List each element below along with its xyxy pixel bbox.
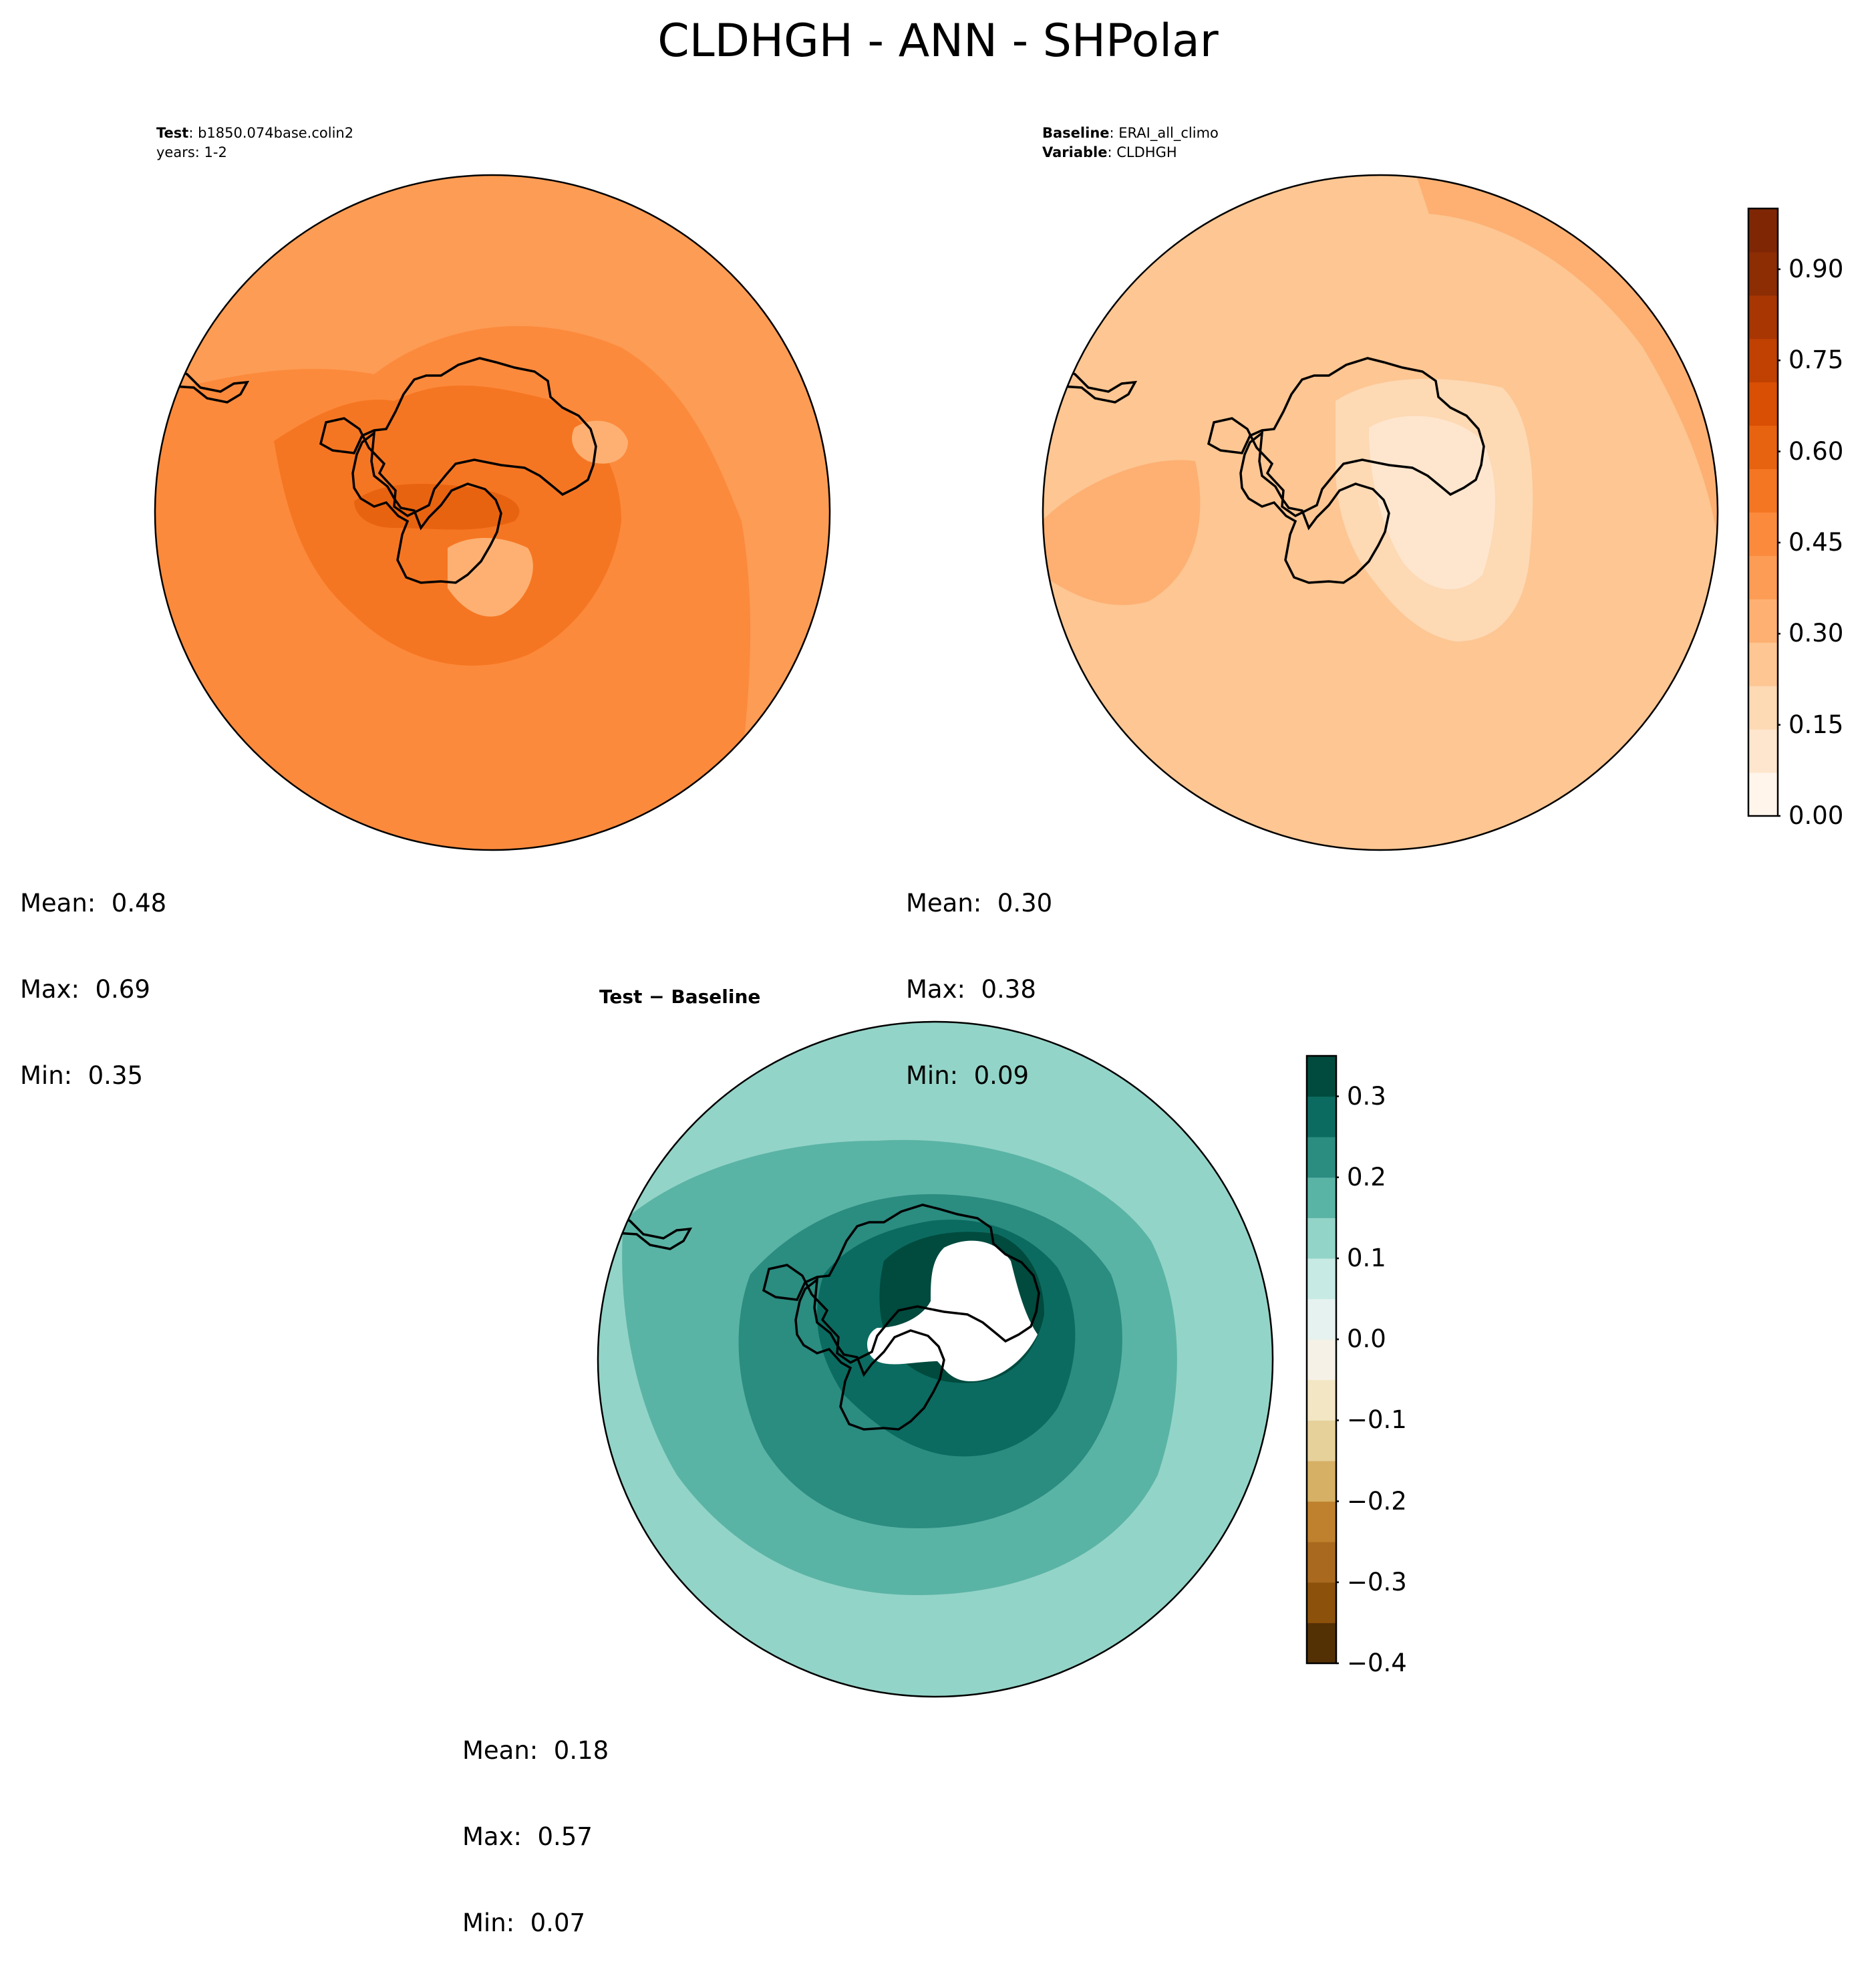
colorbar_diff-tick-label: 0.1	[1347, 1244, 1386, 1272]
colorbar_main-tick-label: 0.75	[1788, 345, 1844, 375]
baseline-min: Min: 0.09	[906, 1061, 1030, 1090]
test-map	[154, 174, 831, 851]
variable-value: CLDHGH	[1116, 144, 1177, 160]
colorbar_main-band	[1748, 425, 1778, 470]
colorbar_main-tick-label: 0.15	[1788, 710, 1844, 739]
colorbar_main-band	[1748, 686, 1778, 730]
diff-min: Min: 0.07	[462, 1909, 586, 1937]
colorbar_diff-tick-label: −0.4	[1347, 1649, 1407, 1677]
baseline-map-boundary	[1042, 174, 1719, 851]
colorbar-diff	[1305, 1055, 1339, 1665]
variable-label: Variable	[1042, 144, 1108, 160]
colorbar_diff-band	[1307, 1177, 1336, 1218]
colorbar_diff-tick-label: 0.0	[1347, 1324, 1386, 1354]
colorbar_diff-band	[1307, 1218, 1336, 1259]
colorbar_diff-tick-label: −0.2	[1347, 1486, 1407, 1516]
colorbar_main-border	[1747, 207, 1779, 817]
colorbar_main-band	[1748, 468, 1778, 513]
test-header-label: Test	[156, 125, 189, 141]
colorbar_diff-tick-label: 0.3	[1347, 1081, 1386, 1111]
colorbar_main-band	[1748, 599, 1778, 643]
baseline-max: Max: 0.38	[906, 975, 1036, 1004]
test-min: Min: 0.35	[20, 1061, 144, 1090]
colorbar_main-band	[1748, 773, 1778, 817]
colorbar_diff-band	[1307, 1461, 1336, 1502]
test-map-fill-light	[448, 538, 533, 617]
colorbar-diff-ticks: 0.3 0.2 0.1 0.0 −0.1 −0.2 −0.3 −0.4	[1339, 1055, 1432, 1676]
colorbar_diff-border	[1305, 1055, 1338, 1665]
test-years: years: 1-2	[156, 144, 227, 160]
diff-mean: Mean: 0.18	[462, 1736, 609, 1765]
colorbar_diff-tick-label: −0.3	[1347, 1567, 1407, 1596]
diff-max: Max: 0.57	[462, 1822, 593, 1851]
colorbar_diff-band	[1307, 1298, 1336, 1340]
colorbar_main-band	[1748, 555, 1778, 599]
baseline-map-fill-w	[1043, 460, 1201, 605]
baseline-header-label: Baseline	[1042, 125, 1110, 141]
diff-map	[597, 1020, 1274, 1698]
colorbar_main-band	[1748, 251, 1778, 296]
colorbar_diff-tick-label: 0.2	[1347, 1162, 1386, 1191]
colorbar_main-tick-label: 0.30	[1788, 619, 1844, 648]
figure-title: CLDHGH - ANN - SHPolar	[657, 15, 1219, 67]
colorbar_diff-band	[1307, 1542, 1336, 1583]
test-map-south-america	[155, 366, 250, 404]
colorbar_main-tick-label: 0.45	[1788, 527, 1844, 557]
diff-stats: Mean: 0.18 Max: 0.57 Min: 0.07	[462, 1679, 609, 1966]
colorbar_diff-band	[1307, 1420, 1336, 1461]
colorbar_diff-band	[1307, 1623, 1336, 1664]
colorbar_main-tick-label: 0.60	[1788, 436, 1844, 466]
test-max: Max: 0.69	[20, 975, 150, 1004]
colorbar_main-band	[1748, 338, 1778, 383]
test-map-fill-light2	[572, 420, 628, 464]
colorbar_diff-band	[1307, 1258, 1336, 1300]
diff-map-south-america	[598, 1213, 693, 1250]
baseline-map	[1042, 174, 1719, 851]
colorbar_main-tick-label: 0.00	[1788, 801, 1844, 830]
colorbar_main-band	[1748, 729, 1778, 773]
colorbar_main-tick-label: 0.90	[1788, 254, 1844, 283]
baseline-map-fill-core	[1369, 416, 1495, 589]
baseline-mean: Mean: 0.30	[906, 889, 1053, 918]
colorbar-main-ticks: 0.00 0.15 0.30 0.45 0.60 0.75 0.90	[1780, 207, 1861, 829]
colorbar-main	[1747, 207, 1780, 817]
baseline-stats: Mean: 0.30 Max: 0.38 Min: 0.09	[906, 831, 1052, 1119]
colorbar_diff-band	[1307, 1501, 1336, 1542]
test-map-boundary	[154, 174, 831, 851]
colorbar_diff-tick-label: −0.1	[1347, 1405, 1407, 1435]
colorbar_diff-band	[1307, 1582, 1336, 1623]
diff-map-masked-area	[867, 1240, 1038, 1381]
baseline-header-value: ERAI_all_climo	[1118, 125, 1219, 141]
colorbar_diff-band	[1307, 1137, 1336, 1178]
test-header: Test: b1850.074base.colin2 years: 1-2	[156, 125, 354, 160]
colorbar_main-band	[1748, 642, 1778, 686]
colorbar_diff-band	[1307, 1379, 1336, 1421]
colorbar_diff-band	[1307, 1056, 1336, 1097]
colorbar_diff-band	[1307, 1096, 1336, 1137]
diff-header: Test − Baseline	[599, 986, 761, 1008]
colorbar_diff-band	[1307, 1339, 1336, 1381]
colorbar_main-band	[1748, 512, 1778, 556]
baseline-header: Baseline: ERAI_all_climo Variable: CLDHG…	[1042, 125, 1219, 160]
colorbar_main-band	[1748, 295, 1778, 339]
diff-map-boundary	[597, 1020, 1274, 1698]
test-header-value: b1850.074base.colin2	[198, 125, 354, 141]
test-mean: Mean: 0.48	[20, 889, 167, 918]
baseline-map-south-america	[1043, 366, 1138, 404]
colorbar_main-band	[1748, 382, 1778, 426]
colorbar_main-band	[1748, 208, 1778, 253]
test-stats: Mean: 0.48 Max: 0.69 Min: 0.35	[20, 831, 166, 1119]
